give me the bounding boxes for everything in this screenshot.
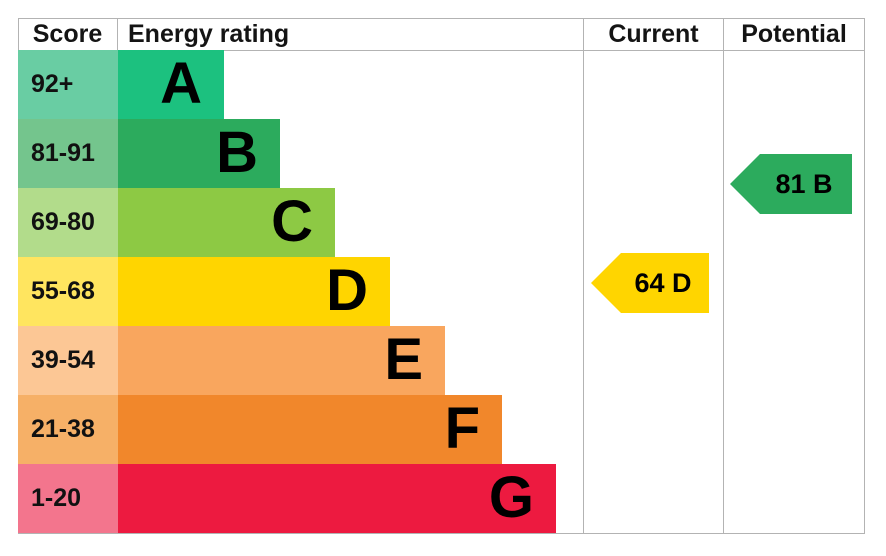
current-potential-divider	[723, 18, 724, 534]
header-bottom-border	[18, 50, 865, 51]
band-row-b: 81-91 B	[18, 119, 280, 188]
band-b-bar: B	[118, 119, 280, 188]
band-row-c: 69-80 C	[18, 188, 335, 257]
header-left-border	[18, 18, 19, 50]
current-rating-arrow: 64 D	[591, 253, 709, 313]
band-c-bar: C	[118, 188, 335, 257]
band-a-bar: A	[118, 50, 224, 119]
rating-current-divider	[583, 18, 584, 534]
band-e-score-range: 39-54	[18, 326, 118, 395]
score-column-header: Score	[32, 20, 103, 48]
table-top-border	[18, 18, 865, 19]
band-row-a: 92+ A	[18, 50, 224, 119]
energy-rating-column-header: Energy rating	[128, 20, 290, 48]
band-row-g: 1-20 G	[18, 464, 556, 533]
band-a-score-range: 92+	[18, 50, 118, 119]
band-g-score-range: 1-20	[18, 464, 118, 533]
band-row-d: 55-68 D	[18, 257, 390, 326]
potential-rating-arrow: 81 B	[730, 154, 852, 214]
band-d-bar: D	[118, 257, 390, 326]
band-f-score-range: 21-38	[18, 395, 118, 464]
band-c-score-range: 69-80	[18, 188, 118, 257]
current-rating-label: 64 D	[634, 267, 692, 298]
band-row-f: 21-38 F	[18, 395, 502, 464]
table-right-border	[864, 18, 865, 534]
band-d-score-range: 55-68	[18, 257, 118, 326]
band-row-e: 39-54 E	[18, 326, 445, 395]
score-rating-divider	[117, 18, 118, 50]
band-g-bar: G	[118, 464, 556, 533]
band-b-score-range: 81-91	[18, 119, 118, 188]
band-e-bar: E	[118, 326, 445, 395]
table-bottom-border	[18, 533, 865, 534]
current-column-header: Current	[608, 20, 699, 48]
potential-rating-label: 81 B	[775, 168, 833, 199]
band-f-bar: F	[118, 395, 502, 464]
potential-column-header: Potential	[741, 20, 847, 48]
